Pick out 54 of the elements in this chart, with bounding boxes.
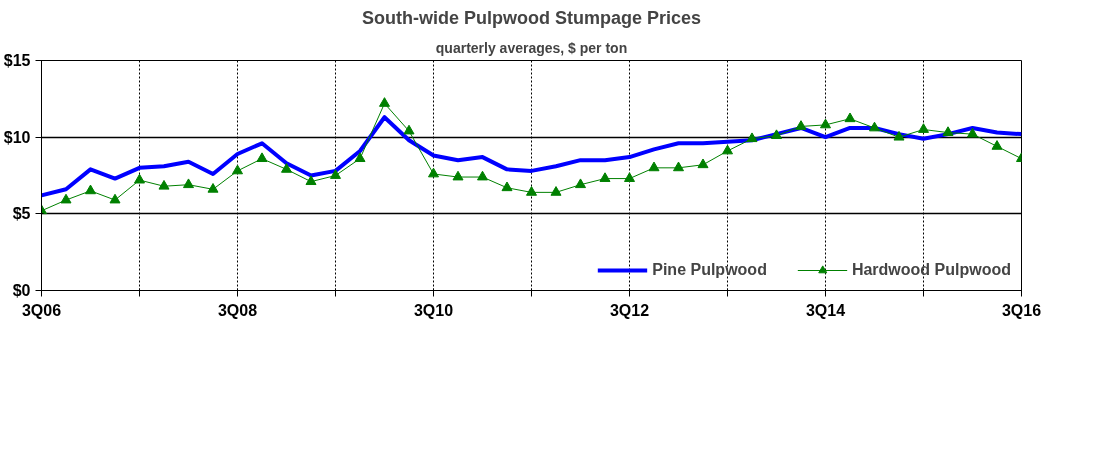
point [207,183,219,193]
chart-title: South-wide Pulpwood Stumpage Prices [361,7,702,28]
point [624,172,635,182]
chart-subtitle: quarterly averages, $ per ton [435,39,628,56]
x-tick-label: 3Q08 [217,301,258,319]
point [673,161,684,172]
x-tick-label: 3Q12 [609,301,650,319]
legend-label: Hardwood Pulpwood [851,261,1011,279]
point [281,163,292,173]
point [85,184,96,195]
line-series [41,115,1022,198]
y-tick-label: $15 [3,52,31,69]
point [575,178,586,189]
point [305,175,317,186]
point [477,170,488,181]
point [379,97,390,107]
point [403,124,415,135]
y-tick-label: $10 [3,128,31,146]
point [648,161,660,172]
y-tick-label: $0 [12,282,31,299]
point [869,121,880,132]
point [330,169,341,179]
point [893,130,905,141]
point [820,118,831,129]
point [550,186,562,196]
x-tick-label: 3Q14 [805,301,846,319]
x-tick-label: 3Q10 [413,301,454,319]
point [452,170,464,181]
point [722,144,733,155]
point [354,152,366,163]
point [771,129,782,140]
point [746,132,758,143]
point [795,120,807,130]
point [918,123,929,133]
point [501,181,513,192]
x-tick-label: 3Q06 [21,301,62,319]
point [599,172,611,182]
y-tick-label: $5 [12,205,31,223]
point [109,193,121,204]
point [942,126,954,136]
point [697,158,709,169]
point [967,127,978,138]
point [428,167,439,178]
point [526,186,537,196]
x-tick-label: 3Q16 [1001,301,1042,319]
point [158,179,170,190]
point [991,140,1003,150]
point [60,193,72,204]
legend-label: Pine Pulpwood [652,261,767,279]
point [844,112,856,123]
point [183,178,194,189]
point [256,152,268,163]
point [232,164,243,175]
point [134,173,145,184]
